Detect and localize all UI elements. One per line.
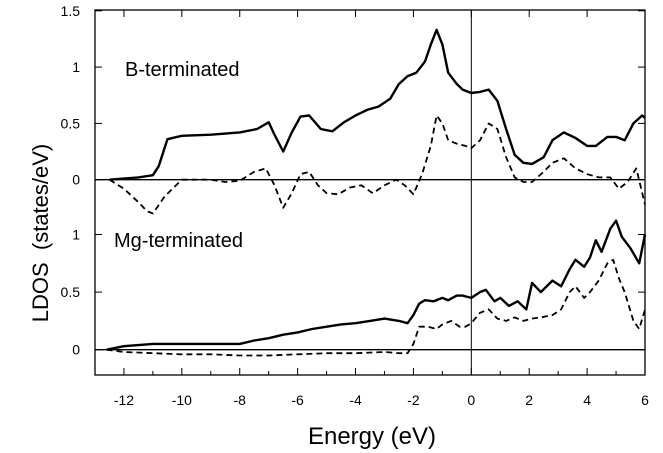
y-tick-label-0-2: 1 [72, 59, 80, 75]
y-tick-label-0-1: 0.5 [61, 115, 81, 131]
axis-ticks: 0 0.5 1 1.5 0 0.5 1 -12 -10 -8 -6 -4 -2 0 2 4 6 [61, 3, 650, 408]
plot-frame [94, 9, 646, 376]
x-axis-label: Energy (eV) [308, 423, 436, 450]
y-tick-label-0-0: 0 [72, 172, 80, 188]
series-bottom-dashed [106, 258, 646, 357]
x-tick-label-9: 6 [641, 392, 649, 408]
y-axis-label: LDOS (states/eV) [28, 144, 53, 323]
x-tick-label-6: 0 [467, 392, 475, 408]
y-tick-label-1-0: 0 [72, 342, 80, 358]
x-tick-label-8: 4 [583, 392, 591, 408]
panel-annotation-bottom: Mg-terminated [114, 230, 243, 252]
series-top-solid [109, 28, 646, 181]
x-tick-label-0: -12 [114, 392, 134, 408]
y-tick-label-1-1: 0.5 [61, 284, 81, 300]
y-tick-label-0-3: 1.5 [61, 3, 81, 19]
x-tick-label-1: -10 [172, 392, 192, 408]
x-tick-label-5: -2 [407, 392, 420, 408]
x-tick-label-3: -6 [291, 392, 304, 408]
panel-annotation-top: B-terminated [125, 59, 240, 81]
x-tick-label-2: -8 [234, 392, 247, 408]
x-tick-label-4: -4 [349, 392, 362, 408]
series-bottom-solid [106, 219, 647, 351]
plot-border [94, 9, 646, 376]
y-tick-label-1-2: 1 [72, 227, 80, 243]
series-top-dashed [109, 114, 646, 215]
series-layer [106, 28, 647, 357]
x-tick-label-7: 2 [525, 392, 533, 408]
